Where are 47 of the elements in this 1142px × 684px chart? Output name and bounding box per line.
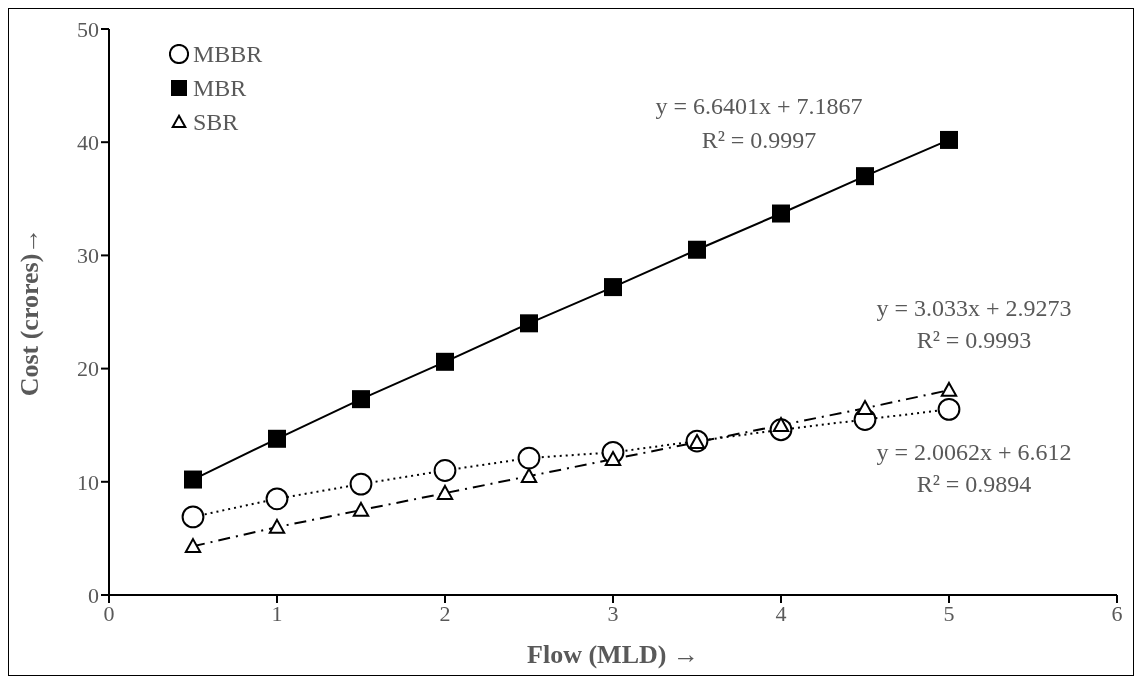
- point: [184, 538, 202, 554]
- point: [940, 130, 958, 149]
- point: [352, 390, 370, 409]
- legend-label: MBR: [193, 74, 247, 102]
- point: [856, 400, 874, 415]
- x-tick-label: 0: [103, 600, 115, 626]
- y-tick-label: 10: [77, 469, 99, 495]
- annotation: R² = 0.9894: [916, 471, 1032, 498]
- point: [265, 487, 289, 511]
- x-tick-label: 1: [271, 600, 283, 626]
- annotation: y = 6.6401x + 7.1867: [655, 93, 863, 120]
- y-tick-label: 30: [77, 243, 99, 269]
- point: [268, 429, 286, 448]
- x-tick-label: 2: [439, 600, 451, 626]
- point: [688, 240, 706, 259]
- annotation: R² = 0.9993: [916, 327, 1032, 354]
- point: [937, 397, 961, 421]
- x-tick-label: 6: [1111, 600, 1123, 626]
- point: [604, 278, 622, 297]
- y-tick-label: 40: [77, 130, 99, 156]
- x-axis-title: Flow (MLD) →: [527, 640, 699, 669]
- legend-label: SBR: [193, 108, 239, 136]
- point: [517, 446, 541, 470]
- y-tick-label: 50: [77, 16, 99, 42]
- legend-label: MBBR: [193, 40, 263, 68]
- y-axis-title: Cost (crores)→: [15, 227, 45, 397]
- point: [436, 484, 454, 500]
- x-tick-label: 5: [943, 600, 955, 626]
- annotation: y = 3.033x + 2.9273: [876, 295, 1072, 322]
- annotation: R² = 0.9997: [701, 127, 817, 154]
- point: [772, 204, 790, 223]
- point: [181, 505, 205, 529]
- point: [856, 167, 874, 186]
- x-tick-label: 4: [775, 600, 787, 626]
- x-tick-label: 3: [607, 600, 619, 626]
- y-tick-label: 20: [77, 356, 99, 382]
- annotation: y = 2.0062x + 6.612: [876, 439, 1072, 466]
- point: [352, 501, 370, 517]
- point: [433, 459, 457, 482]
- y-tick-label: 0: [88, 582, 99, 608]
- point: [349, 472, 373, 496]
- point: [184, 470, 202, 489]
- point: [268, 518, 286, 534]
- point: [940, 381, 958, 397]
- point: [520, 314, 538, 333]
- point: [436, 352, 454, 371]
- point: [520, 467, 538, 483]
